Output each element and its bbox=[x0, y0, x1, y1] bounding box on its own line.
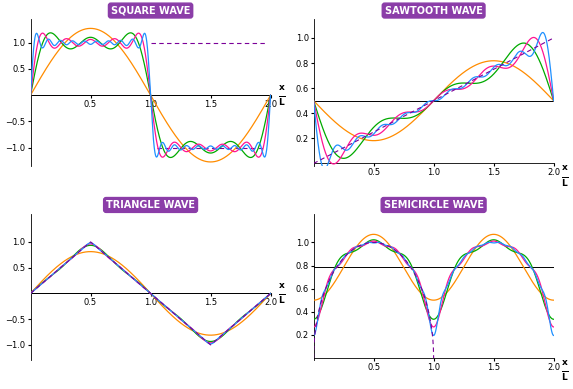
Text: $\mathbf{x}$
$\overline{\mathbf{L}}$: $\mathbf{x}$ $\overline{\mathbf{L}}$ bbox=[278, 281, 285, 306]
Title: SQUARE WAVE: SQUARE WAVE bbox=[111, 5, 190, 16]
Title: SAWTOOTH WAVE: SAWTOOTH WAVE bbox=[384, 5, 482, 16]
Text: $\mathbf{x}$
$\overline{\mathbf{L}}$: $\mathbf{x}$ $\overline{\mathbf{L}}$ bbox=[561, 163, 568, 189]
Title: SEMICIRCLE WAVE: SEMICIRCLE WAVE bbox=[384, 200, 484, 210]
Text: $\mathbf{x}$
$\overline{\mathbf{L}}$: $\mathbf{x}$ $\overline{\mathbf{L}}$ bbox=[278, 82, 285, 108]
Text: $\mathbf{x}$
$\overline{\mathbf{L}}$: $\mathbf{x}$ $\overline{\mathbf{L}}$ bbox=[561, 358, 568, 383]
Title: TRIANGLE WAVE: TRIANGLE WAVE bbox=[106, 200, 195, 210]
